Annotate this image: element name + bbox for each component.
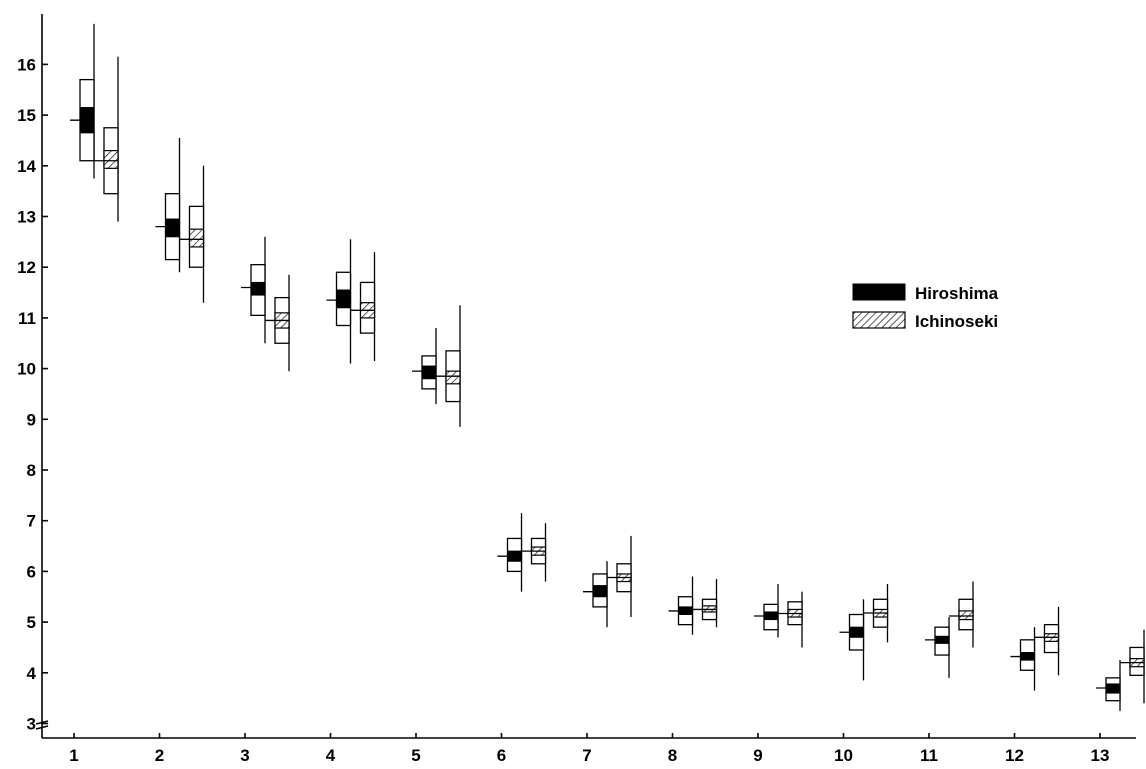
box-hiroshima — [412, 328, 437, 405]
x-tick-label: 11 — [920, 746, 938, 765]
inner-box — [165, 218, 180, 238]
box-ichinoseki — [607, 535, 632, 618]
box-ichinoseki — [692, 579, 718, 628]
box-ichinoseki — [863, 584, 889, 643]
y-tick-label: 16 — [17, 55, 36, 74]
axes — [35, 14, 1136, 739]
inner-box — [188, 228, 205, 248]
x-axis-ticks: 1 2 3 4 5 6 7 8 9 10 11 12 13 — [69, 733, 1109, 765]
y-tick-label: 14 — [17, 157, 36, 176]
axis-break-mark — [35, 720, 49, 725]
inner-box — [445, 370, 461, 385]
box-ichinoseki — [1034, 606, 1060, 676]
y-tick-label: 11 — [18, 309, 36, 328]
y-tick-label: 15 — [17, 106, 36, 125]
y-tick-label: 10 — [17, 360, 36, 379]
x-tick-label: 10 — [834, 746, 853, 765]
box-hiroshima — [839, 599, 865, 681]
box-hiroshima — [668, 576, 694, 635]
y-tick-label: 5 — [27, 613, 36, 632]
box-hiroshima — [155, 137, 181, 273]
y-axis-ticks: 3 4 5 6 7 8 9 10 11 12 13 14 15 16 — [17, 55, 48, 734]
box-ichinoseki — [521, 523, 547, 582]
legend-swatch-hiroshima — [852, 283, 906, 301]
x-tick-label: 3 — [240, 746, 249, 765]
axis-break-mark — [35, 725, 49, 730]
box-ichinoseki — [94, 56, 119, 222]
inner-box — [958, 610, 974, 621]
box-ichinoseki — [778, 591, 803, 648]
box-ichinoseki — [1120, 629, 1145, 704]
box-hiroshima — [70, 23, 95, 179]
y-tick-label: 4 — [27, 664, 37, 683]
box-ichinoseki — [265, 274, 290, 372]
box-hiroshima — [326, 239, 352, 364]
y-tick-label: 12 — [17, 258, 36, 277]
box-hiroshima — [1010, 627, 1036, 691]
box-hiroshima — [925, 617, 950, 678]
legend: Hiroshima Ichinoseki — [852, 283, 999, 331]
x-tick-label: 12 — [1005, 746, 1024, 765]
y-tick-label: 9 — [27, 410, 36, 429]
legend-swatch-ichinoseki — [852, 311, 906, 329]
box-ichinoseki — [350, 251, 376, 361]
y-tick-label: 6 — [27, 562, 36, 581]
x-tick-label: 5 — [411, 746, 420, 765]
x-tick-label: 9 — [753, 746, 762, 765]
boxes — [70, 23, 1145, 711]
x-tick-label: 1 — [69, 746, 78, 765]
y-tick-label: 3 — [27, 715, 36, 734]
x-tick-label: 7 — [582, 746, 591, 765]
box-hiroshima — [241, 236, 266, 344]
x-tick-label: 2 — [155, 746, 164, 765]
legend-label: Ichinoseki — [915, 312, 998, 331]
box-ichinoseki — [179, 165, 205, 303]
inner-box — [336, 289, 351, 309]
inner-box — [250, 281, 266, 296]
inner-box — [421, 365, 437, 380]
box-hiroshima — [1096, 660, 1121, 711]
y-tick-label: 8 — [27, 461, 36, 480]
x-tick-label: 6 — [497, 746, 506, 765]
box-hiroshima — [497, 513, 523, 592]
inner-box — [103, 149, 119, 169]
x-tick-label: 4 — [326, 746, 336, 765]
box-ichinoseki — [436, 305, 461, 427]
y-tick-label: 13 — [17, 208, 36, 227]
legend-label: Hiroshima — [915, 284, 999, 303]
box-ichinoseki — [949, 581, 974, 648]
y-tick-label: 7 — [27, 512, 36, 531]
box-hiroshima — [583, 561, 608, 628]
x-tick-label: 13 — [1091, 746, 1110, 765]
x-tick-label: 8 — [668, 746, 677, 765]
box-hiroshima — [754, 584, 779, 638]
